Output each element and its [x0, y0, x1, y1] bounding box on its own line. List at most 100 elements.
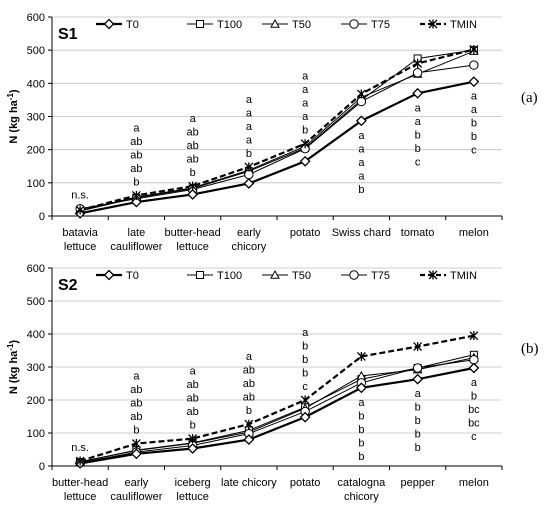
significance-label: a	[358, 157, 365, 169]
data-point-t0	[355, 382, 367, 394]
data-point-tmin	[244, 419, 254, 429]
data-point-t0	[355, 115, 367, 127]
x-tick-label: lettuce	[176, 241, 208, 253]
legend-marker-t0	[103, 18, 115, 30]
significance-label: ab	[243, 392, 255, 404]
x-tick-label: lettuce	[64, 491, 96, 503]
legend-label-t0: T0	[126, 19, 139, 31]
x-tick-label: chicory	[231, 241, 266, 253]
x-tick-label: early	[124, 477, 148, 489]
x-tick-label: catalogna	[338, 477, 387, 489]
data-point-tmin	[131, 190, 141, 200]
legend-label-t50: T50	[292, 19, 311, 31]
x-tick-label: butter-head	[52, 477, 108, 489]
y-axis-label-sup: -1	[6, 93, 15, 101]
data-point-t0	[412, 373, 424, 385]
legend-label-t100: T100	[217, 270, 242, 282]
significance-label: b	[302, 368, 308, 380]
panel-tag: (a)	[521, 90, 538, 106]
significance-label: a	[190, 366, 197, 378]
series-line-t100	[80, 49, 474, 212]
series-line-t0	[79, 366, 475, 465]
significance-label: b	[358, 184, 364, 196]
data-point-tmin	[131, 439, 141, 449]
data-point-tmin	[188, 434, 198, 444]
x-tick-label: cauliflower	[110, 241, 162, 253]
significance-label: b	[133, 425, 139, 437]
x-tick-label: late	[128, 227, 146, 239]
x-tick-label: potato	[290, 477, 321, 489]
significance-label: ab	[130, 411, 142, 423]
data-point-tmin	[413, 58, 423, 68]
x-tick-label: batavia	[62, 227, 98, 239]
significance-label: c	[471, 431, 477, 443]
data-point-t0	[468, 76, 480, 88]
legend-marker-t0	[103, 269, 115, 281]
x-tick-label: Swiss chard	[332, 227, 391, 239]
chart-panel-s1: 0 100 200 300 400 500 600 batavia lettuce late cau…	[6, 12, 538, 253]
y-tick-label: 300	[27, 362, 45, 374]
data-point-tmin	[469, 45, 479, 55]
significance-label: a	[302, 111, 309, 123]
data-point-tmin	[413, 342, 423, 352]
data-point-t75	[356, 96, 367, 107]
data-point-t0	[130, 196, 142, 208]
data-point-tmin	[300, 139, 310, 149]
legend-label-tmin: TMIN	[450, 19, 477, 31]
legend-marker-tmin	[428, 19, 438, 29]
y-tick-label: 500	[27, 296, 45, 308]
legend-label-t100: T100	[217, 19, 242, 31]
legend-label-t0: T0	[126, 270, 139, 282]
significance-label: a	[415, 102, 422, 114]
significance-label: ab	[130, 384, 142, 396]
y-tick-label: 100	[27, 178, 45, 190]
significance-label: ab	[187, 154, 199, 166]
y-axis-label: N (kg ha-1)	[6, 89, 20, 144]
y-axis-label-main: N (kg ha	[8, 99, 20, 143]
significance-label: b	[415, 143, 421, 155]
y-tick-label: 400	[27, 329, 45, 341]
significance-label: b	[358, 424, 364, 436]
data-point-t75	[412, 363, 423, 373]
x-tick-label: early	[237, 227, 261, 239]
x-tick-label: potato	[290, 227, 321, 239]
data-point-t0	[243, 434, 255, 446]
x-tick-label: iceberg	[175, 477, 211, 489]
y-tick-label: 400	[27, 78, 45, 90]
significance-label: ab	[130, 163, 142, 175]
data-point-t0	[299, 155, 311, 167]
significance-label: b	[471, 118, 477, 130]
significance-label: a	[358, 130, 365, 142]
significance-label: c	[471, 145, 477, 157]
significance-label: a	[415, 116, 422, 128]
data-point-t0	[130, 448, 142, 460]
data-point-tmin	[188, 181, 198, 191]
significance-label: ab	[130, 136, 142, 148]
significance-label: a	[415, 388, 422, 400]
significance-label: b	[246, 148, 252, 160]
significance-label: ab	[187, 406, 199, 418]
data-point-t0	[468, 362, 480, 374]
significance-label: a	[471, 104, 478, 116]
x-tick-label: lettuce	[176, 491, 208, 503]
y-tick-label: 500	[27, 45, 45, 57]
y-tick-label: 600	[27, 12, 45, 24]
y-tick-label: 0	[39, 211, 45, 223]
significance-label: b	[415, 129, 421, 141]
significance-label: bc	[468, 404, 480, 416]
y-axis-label-end: )	[8, 340, 20, 344]
significance-label: ab	[187, 140, 199, 152]
series-line-tmin	[79, 48, 475, 212]
significance-label: b	[415, 402, 421, 414]
significance-label: ab	[130, 398, 142, 410]
series-line-t75	[80, 359, 474, 464]
legend-label-t50: T50	[292, 270, 311, 282]
significance-label: n.s.	[71, 190, 89, 202]
significance-label: a	[358, 397, 365, 409]
significance-label: a	[133, 122, 140, 134]
significance-label: ab	[187, 127, 199, 139]
legend-marker-t50	[270, 269, 280, 279]
significance-label: ab	[187, 379, 199, 391]
series-line-t0	[79, 80, 475, 215]
